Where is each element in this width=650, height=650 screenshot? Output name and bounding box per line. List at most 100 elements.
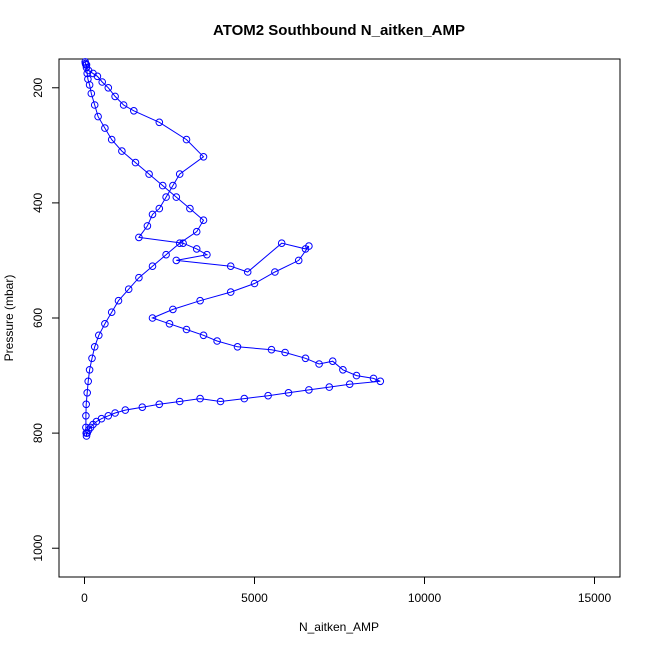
- data-point: [87, 89, 96, 98]
- data-point: [165, 320, 174, 328]
- data-point: [182, 135, 191, 144]
- data-point: [148, 262, 157, 271]
- y-tick-label: 400: [31, 193, 45, 213]
- x-tick-label: 10000: [408, 591, 442, 605]
- data-point: [155, 400, 164, 409]
- data-point: [111, 409, 119, 417]
- data-point: [101, 124, 109, 132]
- data-point: [121, 406, 130, 414]
- series-line: [84, 61, 381, 437]
- data-point: [148, 314, 157, 322]
- data-point: [196, 394, 204, 403]
- data-point: [82, 412, 90, 420]
- data-point: [305, 242, 313, 250]
- data-point: [83, 69, 91, 78]
- data-point: [138, 403, 147, 412]
- data-point: [82, 63, 91, 72]
- data-point: [301, 354, 310, 363]
- data-point: [88, 354, 96, 363]
- data-point: [226, 262, 235, 271]
- chart-title: ATOM2 Southbound N_aitken_AMP: [213, 22, 465, 39]
- data-point: [85, 366, 94, 374]
- data-point: [172, 256, 181, 265]
- data-point: [267, 345, 276, 354]
- data-point: [199, 331, 208, 340]
- data-point: [82, 429, 90, 437]
- data-point: [114, 296, 123, 305]
- data-point: [169, 305, 177, 314]
- data-point: [226, 288, 235, 296]
- data-point: [175, 170, 184, 178]
- data-point: [95, 331, 103, 340]
- data-point: [216, 397, 225, 406]
- data-point: [107, 135, 116, 144]
- data-point: [111, 92, 119, 101]
- data-point: [243, 268, 252, 276]
- data-point: [107, 308, 116, 317]
- data-point: [186, 204, 194, 213]
- data-point: [135, 233, 143, 242]
- data-point: [203, 250, 211, 259]
- y-tick-label: 200: [31, 77, 45, 97]
- data-point: [240, 394, 249, 403]
- data-point: [82, 423, 90, 432]
- data-point: [82, 432, 91, 440]
- data-point: [305, 386, 313, 394]
- data-point: [182, 325, 191, 334]
- data-point: [175, 397, 184, 406]
- data-point: [213, 337, 221, 345]
- data-point: [376, 377, 385, 386]
- data-point: [130, 107, 138, 115]
- data-point: [284, 389, 293, 397]
- data-point: [90, 101, 99, 109]
- data-point: [264, 391, 272, 400]
- data-point: [90, 343, 99, 351]
- data-point: [155, 204, 164, 213]
- data-point: [233, 343, 242, 351]
- data-point: [328, 357, 337, 366]
- data-point: [148, 210, 157, 219]
- data-point: [325, 383, 334, 391]
- x-tick-label: 0: [81, 591, 88, 605]
- plot-area: [58, 58, 621, 578]
- data-point: [104, 412, 113, 420]
- data-point: [98, 78, 106, 86]
- data-point: [135, 273, 143, 282]
- y-tick-label: 800: [31, 423, 45, 443]
- data-point: [124, 285, 133, 294]
- data-point: [82, 400, 90, 409]
- y-axis: 200 400 600 800 1000: [31, 77, 60, 562]
- data-point: [94, 112, 102, 121]
- data-point: [277, 239, 286, 247]
- data-point: [199, 216, 208, 224]
- data-point: [158, 181, 167, 190]
- data-point: [155, 118, 164, 127]
- data-point: [315, 360, 323, 368]
- data-point: [145, 170, 153, 178]
- data-point: [131, 158, 140, 167]
- series-layer: [81, 58, 385, 440]
- data-point: [118, 147, 126, 155]
- data-point: [179, 239, 187, 247]
- data-point: [143, 222, 152, 230]
- x-axis-label: N_aitken_AMP: [299, 620, 379, 634]
- data-point: [175, 239, 184, 247]
- data-point: [84, 75, 92, 83]
- data-point: [281, 348, 289, 357]
- data-point: [192, 227, 201, 236]
- x-tick-label: 15000: [578, 591, 612, 605]
- data-point: [352, 371, 361, 380]
- data-point: [271, 268, 279, 276]
- data-point: [83, 389, 91, 397]
- data-point: [339, 366, 347, 374]
- data-point: [199, 153, 208, 161]
- x-tick-label: 5000: [241, 591, 268, 605]
- data-point: [162, 193, 170, 201]
- data-point: [162, 250, 170, 259]
- y-tick-label: 1000: [31, 535, 45, 562]
- data-point: [369, 374, 378, 383]
- data-point: [345, 380, 354, 389]
- data-point: [81, 58, 89, 66]
- y-axis-label: Pressure (mbar): [2, 275, 16, 362]
- data-point: [172, 193, 181, 201]
